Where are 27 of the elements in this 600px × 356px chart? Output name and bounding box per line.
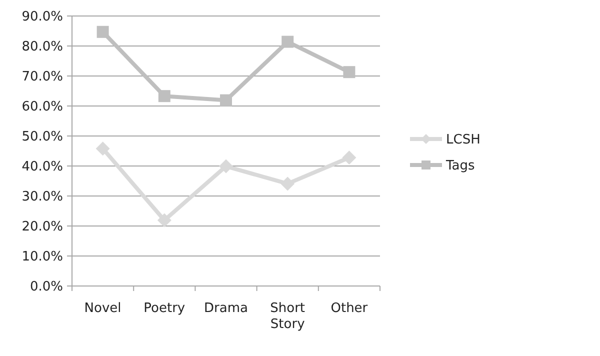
point (96, 142, 110, 156)
point (282, 36, 294, 48)
point (157, 213, 172, 228)
y-tick-label: 20.0% (22, 220, 63, 235)
x-tick-label: Other (330, 301, 368, 316)
point (342, 150, 356, 165)
x-tick-label: Poetry (144, 301, 186, 316)
y-tick-label: 80.0% (22, 40, 63, 55)
y-tick-label: 30.0% (22, 190, 63, 205)
y-tick-label: 10.0% (22, 250, 63, 265)
point (280, 176, 295, 191)
point (219, 159, 233, 174)
point (343, 66, 356, 78)
y-tick-label: 0.0% (30, 280, 63, 295)
x-tick-label: Short Story (270, 301, 306, 332)
x-tick-label: Novel (84, 301, 122, 316)
legend-label: LCSH (446, 132, 480, 148)
y-tick-label: 90.0% (22, 10, 63, 25)
point (96, 26, 109, 38)
y-tick-label: 60.0% (22, 100, 63, 115)
point (158, 90, 170, 102)
point (220, 94, 232, 106)
legend-label: Tags (445, 158, 476, 174)
y-tick-label: 70.0% (22, 70, 63, 85)
y-tick-label: 50.0% (22, 130, 63, 145)
y-tick-label: 40.0% (22, 160, 63, 175)
x-tick-label: Drama (204, 301, 248, 316)
